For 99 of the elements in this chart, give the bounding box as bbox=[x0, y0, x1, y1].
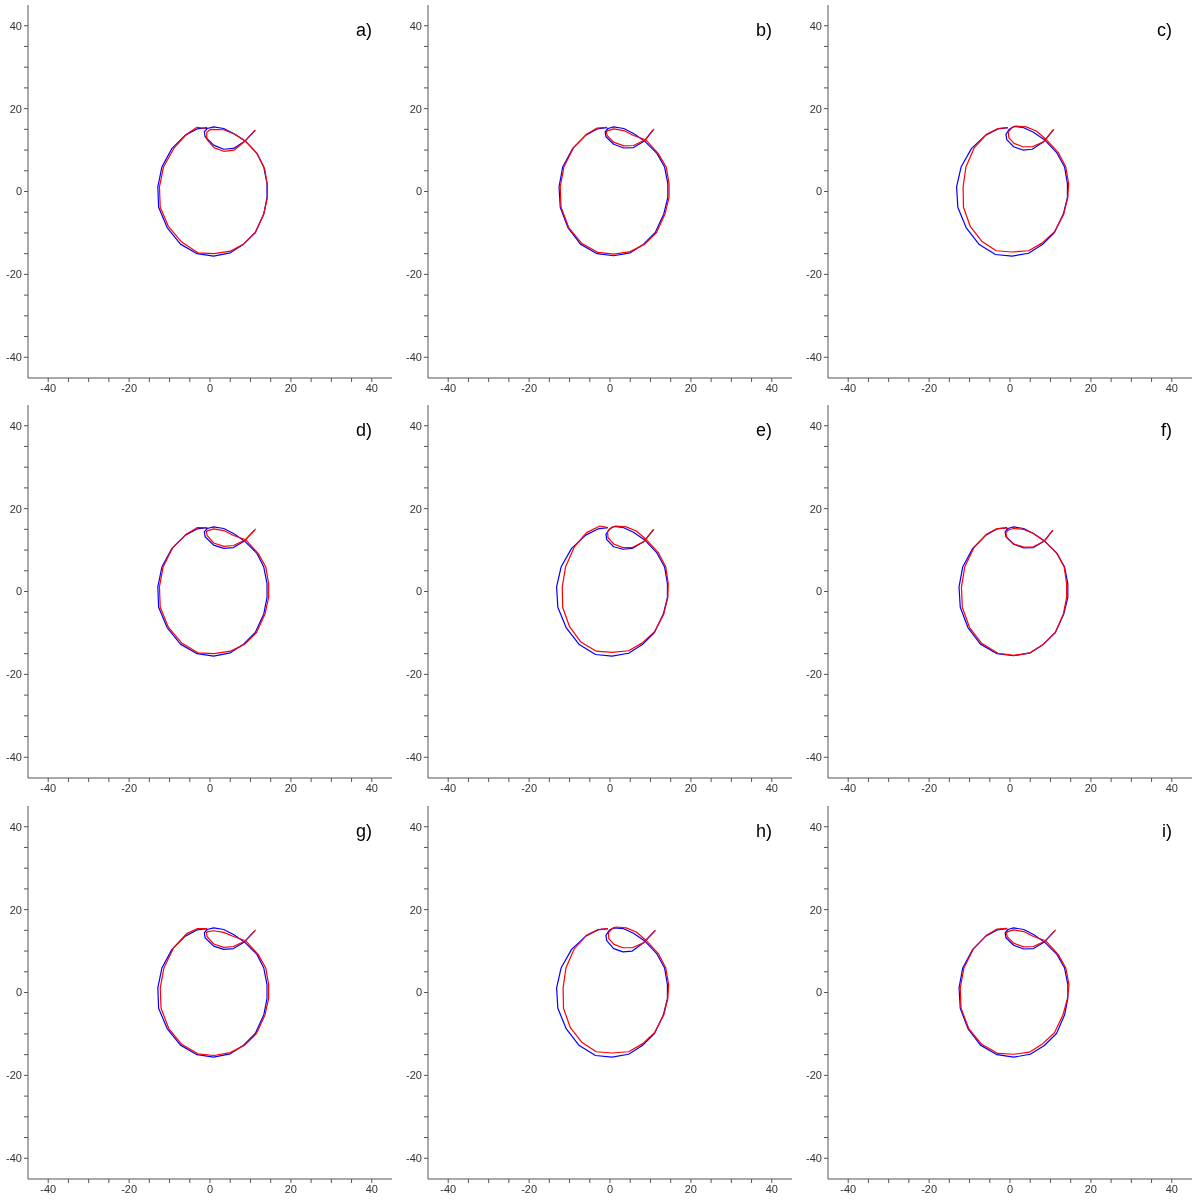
x-tick-label: -40 bbox=[840, 381, 857, 394]
y-tick-label: -40 bbox=[406, 1151, 422, 1164]
text: g) bbox=[355, 820, 372, 842]
y-tick-label: -40 bbox=[806, 351, 822, 364]
x-tick-label: -20 bbox=[121, 782, 138, 795]
y-tick-label: 0 bbox=[15, 185, 22, 198]
y-tick-label: 20 bbox=[9, 903, 22, 916]
x-tick-label: 40 bbox=[365, 1182, 378, 1195]
y-tick-label: -40 bbox=[6, 1151, 22, 1164]
y-tick-label: -20 bbox=[6, 1068, 22, 1081]
x-tick-label: 40 bbox=[765, 1182, 778, 1195]
y-tick-label: 0 bbox=[415, 585, 422, 598]
x-tick-label: -20 bbox=[121, 1182, 138, 1195]
x-tick-label: 40 bbox=[1165, 1182, 1178, 1195]
x-tick-label: -40 bbox=[440, 782, 457, 795]
y-tick-label: 0 bbox=[815, 585, 822, 598]
x-tick-label: -20 bbox=[521, 381, 538, 394]
x-tick-label: 0 bbox=[206, 381, 214, 394]
y-tick-label: 20 bbox=[809, 102, 822, 115]
y-tick-label: 0 bbox=[415, 185, 422, 198]
x-tick-label: 20 bbox=[1084, 381, 1098, 394]
x-tick-label: -20 bbox=[921, 381, 938, 394]
x-tick-label: -20 bbox=[521, 782, 538, 795]
y-tick-label: -40 bbox=[6, 751, 22, 764]
x-tick-label: -40 bbox=[840, 782, 857, 795]
y-tick-label: 40 bbox=[809, 820, 822, 833]
y-tick-label: 40 bbox=[809, 419, 822, 432]
x-tick-label: -40 bbox=[40, 782, 57, 795]
y-tick-label: -20 bbox=[806, 668, 822, 681]
x-tick-label: -40 bbox=[840, 1182, 857, 1195]
y-tick-label: 0 bbox=[815, 986, 822, 999]
x-tick-label: -40 bbox=[40, 1182, 57, 1195]
y-tick-label: -40 bbox=[6, 351, 22, 364]
y-tick-label: -40 bbox=[406, 351, 422, 364]
text: f) bbox=[1161, 420, 1172, 442]
y-tick-label: 0 bbox=[415, 986, 422, 999]
text: a) bbox=[355, 20, 372, 41]
text: e) bbox=[755, 420, 772, 442]
x-tick-label: 40 bbox=[1165, 782, 1178, 795]
x-tick-label: 20 bbox=[284, 782, 298, 795]
y-tick-label: 20 bbox=[809, 502, 822, 515]
text: b) bbox=[755, 20, 772, 41]
y-tick-label: 40 bbox=[9, 419, 22, 432]
x-tick-label: 0 bbox=[606, 782, 614, 795]
x-tick-label: -20 bbox=[121, 381, 138, 394]
y-tick-label: 20 bbox=[409, 102, 422, 115]
x-tick-label: 40 bbox=[1165, 381, 1178, 394]
y-tick-label: 40 bbox=[9, 19, 22, 32]
x-tick-label: -20 bbox=[921, 1182, 938, 1195]
x-tick-label: -40 bbox=[440, 1182, 457, 1195]
x-tick-label: 20 bbox=[684, 1182, 698, 1195]
y-tick-label: 0 bbox=[815, 185, 822, 198]
y-tick-label: -20 bbox=[406, 268, 422, 281]
x-tick-label: -40 bbox=[40, 381, 57, 394]
text: c) bbox=[1157, 20, 1172, 41]
y-tick-label: -40 bbox=[806, 751, 822, 764]
x-tick-label: 20 bbox=[1084, 1182, 1098, 1195]
x-tick-label: 0 bbox=[1006, 782, 1014, 795]
y-tick-label: -20 bbox=[806, 1068, 822, 1081]
x-tick-label: 40 bbox=[765, 782, 778, 795]
text: h) bbox=[755, 820, 772, 842]
x-tick-label: 40 bbox=[765, 381, 778, 394]
y-tick-label: 40 bbox=[409, 19, 422, 32]
y-tick-label: 40 bbox=[9, 820, 22, 833]
y-tick-label: -20 bbox=[406, 668, 422, 681]
y-tick-label: -20 bbox=[806, 268, 822, 281]
text: i) bbox=[1162, 820, 1172, 842]
y-tick-label: 20 bbox=[409, 502, 422, 515]
x-tick-label: 40 bbox=[365, 782, 378, 795]
y-tick-label: 40 bbox=[409, 419, 422, 432]
x-tick-label: 0 bbox=[1006, 1182, 1014, 1195]
y-tick-label: 20 bbox=[9, 502, 22, 515]
x-tick-label: 0 bbox=[606, 381, 614, 394]
y-tick-label: -20 bbox=[6, 668, 22, 681]
y-tick-label: -40 bbox=[806, 1151, 822, 1164]
x-tick-label: -20 bbox=[521, 1182, 538, 1195]
x-tick-label: 40 bbox=[365, 381, 378, 394]
y-tick-label: 20 bbox=[9, 102, 22, 115]
x-tick-label: 20 bbox=[684, 782, 698, 795]
x-tick-label: 20 bbox=[284, 1182, 298, 1195]
x-tick-label: 0 bbox=[606, 1182, 614, 1195]
y-tick-label: -40 bbox=[406, 751, 422, 764]
y-tick-label: 40 bbox=[809, 19, 822, 32]
y-tick-label: 20 bbox=[409, 903, 422, 916]
y-tick-label: 40 bbox=[409, 820, 422, 833]
x-tick-label: 0 bbox=[206, 782, 214, 795]
x-tick-label: 20 bbox=[1084, 782, 1098, 795]
x-tick-label: -20 bbox=[921, 782, 938, 795]
x-tick-label: 20 bbox=[284, 381, 298, 394]
x-tick-label: -40 bbox=[440, 381, 457, 394]
y-tick-label: 20 bbox=[809, 903, 822, 916]
text: d) bbox=[355, 420, 372, 442]
x-tick-label: 0 bbox=[1006, 381, 1014, 394]
x-tick-label: 20 bbox=[684, 381, 698, 394]
y-tick-label: 0 bbox=[15, 986, 22, 999]
y-tick-label: -20 bbox=[406, 1068, 422, 1081]
x-tick-label: 0 bbox=[206, 1182, 214, 1195]
y-tick-label: -20 bbox=[6, 268, 22, 281]
y-tick-label: 0 bbox=[15, 585, 22, 598]
